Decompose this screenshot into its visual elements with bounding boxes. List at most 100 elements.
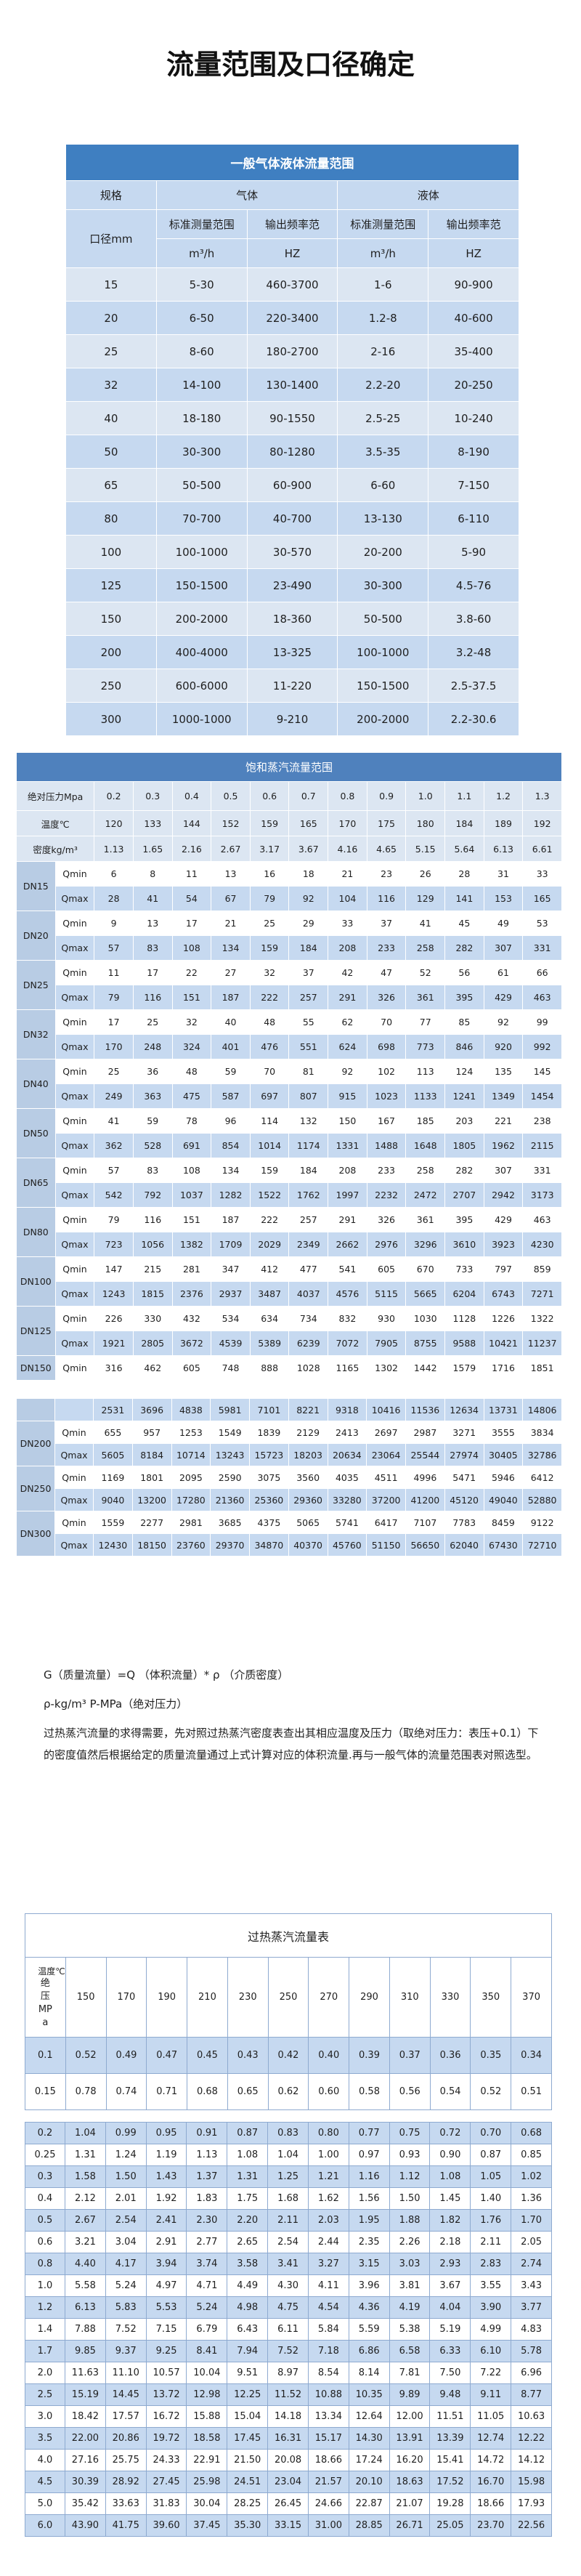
row-label: Qmax: [54, 935, 95, 961]
table-cell: 15.41: [429, 2449, 471, 2471]
dn-label: DN80: [16, 1207, 56, 1257]
table-cell: 70: [366, 1009, 407, 1035]
table-row: 5.0 35.42 33.63 31.83 30.04 28.25 26.45 24.66 22…: [25, 2492, 552, 2515]
table-cell: 129: [405, 886, 446, 911]
table-cell: 6417: [366, 1511, 406, 1534]
table-cell: 184: [288, 1158, 329, 1183]
header-cell: HZ: [246, 238, 338, 268]
row-label: 1.4: [25, 2318, 65, 2341]
table-cell: 9-210: [246, 702, 338, 736]
table-cell: 0.3: [132, 781, 173, 811]
table-cell: 17.57: [105, 2405, 147, 2428]
table-cell: 3.43: [511, 2274, 552, 2297]
table-row: 40 18-180 90-1550 2.5-25 10-240: [65, 401, 519, 435]
table-cell: 361: [405, 1207, 446, 1232]
table-cell: 3.90: [470, 2296, 512, 2319]
table-cell: 8459: [483, 1511, 524, 1534]
table-cell: 5981: [210, 1398, 250, 1421]
table-cell: 4.11: [307, 2274, 349, 2297]
table-cell: 12634: [444, 1398, 484, 1421]
table-cell: 3.27: [307, 2253, 349, 2275]
table-cell: 7.94: [227, 2340, 269, 2362]
table-cell: 854: [211, 1133, 251, 1158]
table-cell: 6743: [483, 1281, 524, 1307]
table-cell: 15.17: [307, 2427, 349, 2450]
table-cell: 5471: [444, 1466, 484, 1489]
table-cell: 14806: [522, 1398, 562, 1421]
table-cell: 723: [94, 1232, 134, 1257]
table-cell: 1.37: [186, 2165, 228, 2188]
table-cell: 99: [522, 1009, 562, 1035]
table-cell: 1997: [328, 1182, 367, 1208]
table-row: 2.0 11.63 11.10 10.57 10.04 9.51 8.97 8.54 8.14 7…: [25, 2362, 552, 2384]
table-cell: 6.96: [511, 2362, 552, 2384]
table-cell: 41: [132, 886, 173, 911]
table-cell: 48: [171, 1059, 212, 1084]
table-cell: 18-360: [246, 602, 338, 636]
table-cell: 0.65: [227, 2073, 269, 2110]
table-cell: 476: [249, 1034, 290, 1059]
row-label: Qmin: [54, 1059, 95, 1084]
table-cell: 9.48: [429, 2383, 471, 2406]
table-cell: 551: [288, 1034, 329, 1059]
table-cell: 3.67: [429, 2274, 471, 2297]
formula: G（质量流量）=Q （体积流量）* ρ （介质密度）: [44, 1668, 289, 1681]
explanation: 过热蒸汽流量的求得需要，先对照过热蒸汽密度表查出其相应温度及压力（取绝对压力：表…: [44, 1727, 539, 1761]
row-label: Qmin: [54, 911, 95, 936]
table-cell: 0.39: [349, 2037, 390, 2074]
table-cell: 1648: [405, 1133, 446, 1158]
header-cell: m³/h: [155, 238, 248, 268]
row-label: Qmin: [54, 1511, 94, 1534]
table-cell: 5.15: [405, 836, 446, 862]
table-cell: 1-6: [337, 267, 429, 302]
table-cell: 7905: [366, 1331, 407, 1356]
table-cell: 1.40: [470, 2187, 512, 2210]
table-cell: 2.5-25: [337, 401, 429, 435]
table-cell: 1169: [93, 1466, 133, 1489]
table-cell: 1.70: [511, 2209, 552, 2232]
table-row: 125 150-1500 23-490 30-300 4.5-76: [65, 568, 519, 602]
table-cell: 12.22: [511, 2427, 552, 2450]
table-cell: 5.38: [389, 2318, 431, 2341]
table-cell: 14.30: [348, 2427, 390, 2450]
table-cell: 3610: [444, 1232, 484, 1257]
header-cell: m³/h: [337, 238, 429, 268]
table-cell: 23: [366, 861, 407, 887]
table-cell: 3.21: [65, 2231, 106, 2253]
table-cell: 8-190: [428, 435, 519, 469]
row-label: Qmin: [54, 1306, 95, 1331]
table-cell: 92: [483, 1009, 524, 1035]
table-cell: 165: [522, 886, 562, 911]
table-cell: 13.34: [307, 2405, 349, 2428]
dn-label: DN200: [16, 1421, 55, 1466]
table-cell: 28: [444, 861, 484, 887]
table-cell: 18-180: [155, 401, 248, 435]
table-cell: 1.2-8: [337, 301, 429, 335]
table-cell: 463: [522, 985, 562, 1010]
table-cell: 23-490: [246, 568, 338, 602]
table-cell: 144: [171, 810, 212, 836]
table-cell: 832: [328, 1306, 367, 1331]
table-cell: 888: [249, 1355, 290, 1381]
table-cell: 3.81: [389, 2274, 431, 2297]
table-cell: 2987: [405, 1421, 445, 1444]
table-cell: 2232: [366, 1182, 407, 1208]
table-cell: 7.22: [470, 2362, 512, 2384]
table-cell: 54: [171, 886, 212, 911]
table-row: 150 200-2000 18-360 50-500 3.8-60: [65, 602, 519, 636]
table-cell: 133: [132, 810, 173, 836]
row-label: Qmax: [54, 1034, 95, 1059]
row-label: Qmax: [54, 1133, 95, 1158]
table-title: 一般气体液体流量范围: [65, 144, 519, 181]
table-cell: 5741: [327, 1511, 367, 1534]
table-cell: 4.97: [145, 2274, 187, 2297]
table-cell: 12.74: [470, 2427, 512, 2450]
table-row: 80 70-700 40-700 13-130 6-110: [65, 501, 519, 536]
table-cell: 23064: [366, 1443, 406, 1466]
table-cell: 1709: [211, 1232, 251, 1257]
table-row: DN100 Qmin 147 215 281 347 412 477 541 605 670 733 7…: [16, 1256, 562, 1307]
table-cell: 70: [249, 1059, 290, 1084]
table-cell: 132: [288, 1108, 329, 1134]
table-cell: 8.77: [511, 2383, 552, 2406]
table-cell: 20.10: [348, 2471, 390, 2493]
